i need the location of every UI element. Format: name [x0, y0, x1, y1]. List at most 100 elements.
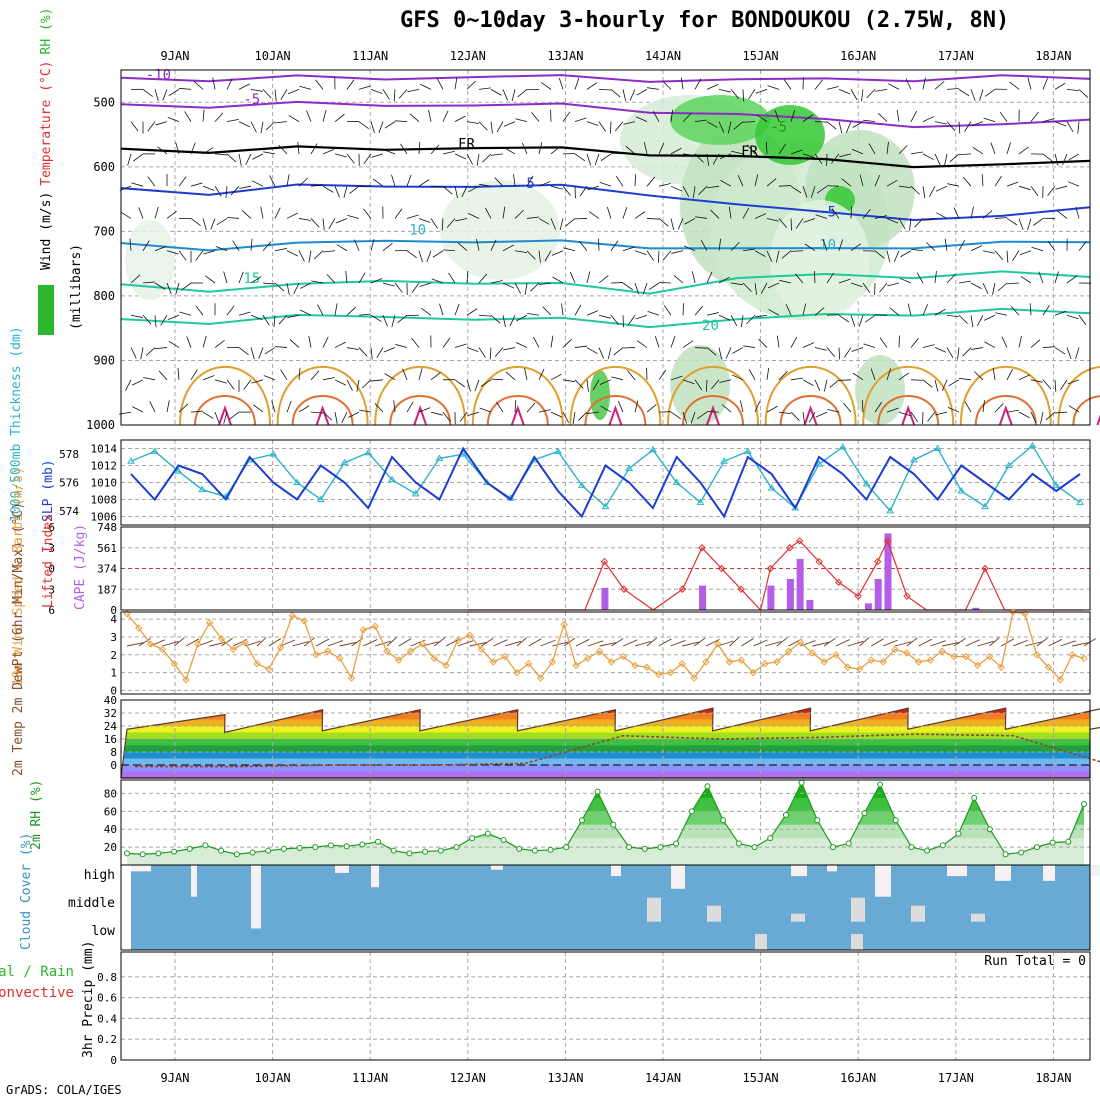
upper-wind-barb	[214, 112, 224, 122]
rh-marker-28	[563, 844, 570, 851]
upper-wind-barb	[900, 250, 912, 258]
upper-wind-barb	[154, 315, 157, 328]
y-tick-precip-0: 0	[110, 1054, 117, 1067]
upper-wind-barb	[935, 411, 948, 416]
upper-wind-barb	[586, 153, 592, 166]
upper-wind-barb	[910, 337, 919, 348]
upper-wind-barb	[334, 113, 345, 122]
upper-wind-barb	[168, 340, 180, 348]
upper-wind-barb	[140, 347, 144, 360]
rh-marker-3	[171, 848, 178, 855]
upper-wind-barb	[841, 178, 852, 187]
upper-wind-barb	[502, 206, 506, 219]
x-tick-bottom-15JAN: 15JAN	[743, 1071, 779, 1085]
upper-wind-barb	[550, 218, 557, 230]
upper-wind-barb	[322, 218, 325, 231]
upper-wind-barb	[767, 282, 780, 289]
upper-wind-barb	[490, 239, 497, 251]
upper-wind-barb	[814, 379, 821, 391]
x-tick-top-13JAN: 13JAN	[547, 49, 583, 63]
upper-wind-barb	[947, 183, 960, 187]
y-tick-rh-40: 40	[104, 823, 117, 836]
upper-wind-barb	[142, 89, 153, 97]
upper-wind-barb	[868, 143, 876, 155]
upper-wind-barb	[916, 272, 924, 284]
wind-barb-3	[162, 641, 179, 647]
upper-wind-barb	[563, 247, 576, 252]
upper-wind-barb	[202, 185, 215, 191]
upper-wind-barb	[370, 121, 375, 134]
upper-wind-barb	[690, 411, 696, 424]
y-tick-p-600: 600	[93, 160, 115, 174]
upper-wind-barb	[755, 88, 768, 94]
wind-barb-48	[693, 637, 706, 647]
upper-wind-barb	[442, 110, 449, 122]
cape-bar-8	[884, 533, 892, 610]
rh-marker-10	[280, 845, 287, 852]
upper-wind-barb	[696, 411, 708, 420]
upper-wind-barb	[1060, 379, 1068, 391]
upper-wind-barb	[694, 153, 704, 163]
upper-wind-barb	[274, 89, 277, 102]
upper-wind-barb	[262, 315, 270, 326]
panel-cape-frame	[120, 526, 1091, 611]
upper-wind-barb	[625, 145, 636, 155]
upper-wind-barb	[1042, 379, 1052, 390]
upper-wind-barb	[454, 303, 460, 316]
li-marker-16	[874, 557, 882, 566]
bl-contour-inner	[194, 394, 256, 426]
upper-wind-barb	[740, 315, 744, 328]
upper-wind-barb	[889, 307, 900, 316]
x-tick-bottom-14JAN: 14JAN	[645, 1071, 681, 1085]
upper-wind-barb	[579, 185, 588, 197]
rh-marker-8	[249, 849, 256, 856]
wind-barb-0	[126, 642, 145, 647]
upper-wind-barb	[648, 282, 660, 291]
wind-marker-46	[666, 668, 675, 677]
upper-wind-barb	[269, 175, 276, 187]
upper-wind-barb	[949, 153, 960, 163]
upper-wind-barb	[232, 240, 240, 251]
upper-wind-barb	[1054, 82, 1066, 90]
wind-marker-36	[548, 658, 557, 666]
upper-wind-barb	[694, 347, 708, 349]
wind-barb-54	[764, 641, 782, 647]
upper-wind-barb	[947, 407, 960, 413]
thickness-marker-12	[411, 489, 420, 497]
upper-wind-barb	[336, 244, 348, 252]
upper-wind-barb	[442, 151, 455, 155]
upper-wind-barb	[130, 121, 139, 132]
upper-wind-barb	[779, 279, 792, 284]
upper-wind-barb	[142, 240, 150, 251]
cloud-high-gap-8	[791, 865, 807, 877]
x-tick-top-10JAN: 10JAN	[255, 49, 291, 63]
upper-wind-barb	[287, 314, 300, 318]
upper-wind-barb	[131, 182, 144, 187]
upper-wind-barb	[466, 379, 471, 392]
upper-wind-barb	[852, 372, 864, 381]
upper-wind-barb	[756, 114, 768, 122]
upper-wind-barb	[181, 282, 192, 291]
thickness-marker-8	[316, 495, 325, 502]
y-tick-li--6: -6	[42, 521, 55, 534]
upper-wind-barb	[627, 370, 636, 381]
upper-wind-barb	[418, 250, 423, 263]
thickness-marker-7	[293, 478, 301, 485]
rh-marker-41	[767, 835, 774, 842]
wind-barb-1	[138, 638, 151, 647]
upper-wind-barb	[400, 143, 408, 155]
x-tick-top-15JAN: 15JAN	[743, 49, 779, 63]
upper-wind-barb	[467, 411, 480, 416]
upper-wind-barb	[1018, 335, 1022, 348]
wind-barb-43	[634, 641, 652, 647]
upper-wind-barb	[251, 379, 264, 384]
upper-wind-barb	[623, 121, 636, 125]
upper-wind-barb	[886, 407, 899, 413]
temp-band-1	[121, 765, 1090, 772]
upper-wind-barb	[142, 315, 152, 325]
wind-marker-75	[1009, 608, 1017, 616]
upper-wind-barb	[143, 377, 156, 381]
upper-wind-barb	[712, 153, 720, 165]
ylabel-upper-left: Wind (m/s) Temperature (°C) RH (%)	[39, 8, 54, 270]
upper-wind-barb	[823, 379, 828, 392]
